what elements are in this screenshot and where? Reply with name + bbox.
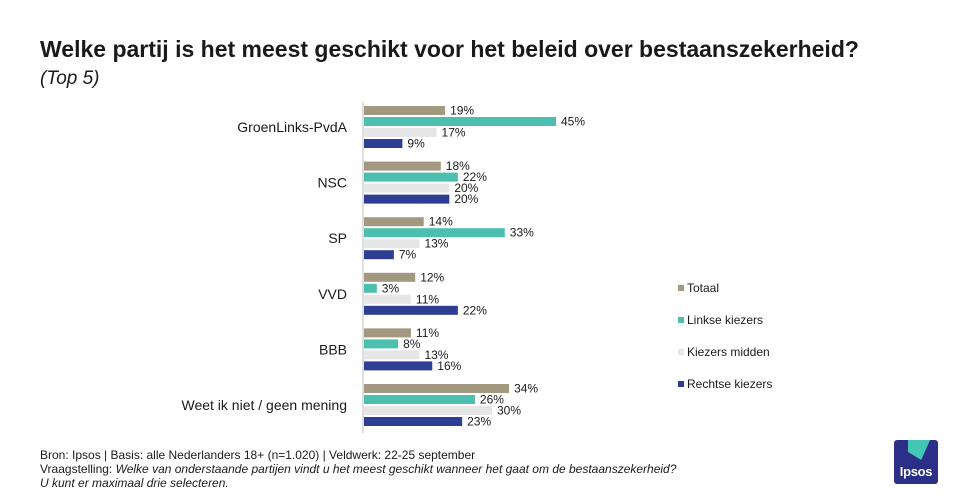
bar-rechtse-kiezers-weet-ik-niet-geen-mening (364, 417, 463, 426)
ipsos-logo: Ipsos (894, 440, 938, 484)
value-label-linkse-kiezers-sp: 33% (510, 226, 534, 240)
category-label-vvd: VVD (318, 286, 347, 302)
legend-swatch-totaal (678, 285, 684, 291)
legend-swatch-rechtse-kiezers (678, 381, 684, 387)
legend: Totaal Linkse kiezers Kiezers midden Rechts… (678, 281, 772, 391)
bar-kiezers-midden-groenlinks-pvda (364, 128, 437, 137)
value-label-totaal-nsc: 18% (446, 159, 470, 173)
footer: Bron: Ipsos | Basis: alle Nederlanders 1… (40, 448, 680, 490)
bar-totaal-weet-ik-niet-geen-mening (364, 384, 510, 393)
bar-totaal-bbb (364, 328, 411, 338)
value-label-linkse-kiezers-nsc: 22% (463, 170, 487, 184)
legend-label-linkse-kiezers: Linkse kiezers (687, 313, 763, 327)
logo-accent-shape (908, 440, 930, 460)
value-label-kiezers-midden-nsc: 20% (454, 181, 478, 195)
legend-swatch-kiezers-midden (678, 349, 684, 355)
value-label-totaal-bbb: 11% (416, 326, 439, 340)
value-label-kiezers-midden-vvd: 11% (416, 292, 439, 306)
category-labels: GroenLinks-PvdA NSC SP VVD BBB Weet ik niet /… (181, 119, 347, 413)
bar-totaal-nsc (364, 161, 441, 171)
bar-totaal-sp (364, 217, 424, 227)
value-label-rechtse-kiezers-groenlinks-pvda: 9% (407, 137, 425, 151)
value-label-kiezers-midden-weet-ik-niet-geen-mening: 30% (497, 404, 521, 418)
value-label-totaal-sp: 14% (429, 215, 453, 229)
value-label-kiezers-midden-bbb: 13% (424, 348, 448, 362)
bars (364, 106, 556, 426)
bar-rechtse-kiezers-bbb (364, 361, 433, 371)
value-label-totaal-weet-ik-niet-geen-mening: 34% (514, 382, 538, 396)
bar-linkse-kiezers-sp (364, 228, 505, 238)
question-text: Welke van onderstaande partijen vindt u … (40, 462, 677, 490)
category-label-sp: SP (328, 230, 347, 246)
value-label-kiezers-midden-sp: 13% (424, 237, 448, 251)
logo-text: Ipsos (899, 464, 933, 479)
category-label-bbb: BBB (319, 341, 347, 357)
value-label-rechtse-kiezers-sp: 7% (399, 248, 417, 262)
legend-label-rechtse-kiezers: Rechtse kiezers (687, 377, 772, 391)
value-labels: 19%45%17%9%18%22%20%20%14%33%13%7%12%3%1… (382, 104, 586, 429)
bar-kiezers-midden-vvd (364, 294, 411, 304)
question-note: Vraagstelling: Welke van onderstaande pa… (40, 462, 680, 490)
bar-kiezers-midden-nsc (364, 183, 450, 193)
bar-linkse-kiezers-groenlinks-pvda (364, 117, 556, 126)
bar-kiezers-midden-bbb (364, 350, 420, 360)
bar-kiezers-midden-sp (364, 239, 420, 249)
value-label-linkse-kiezers-bbb: 8% (403, 337, 421, 351)
source-note: Bron: Ipsos | Basis: alle Nederlanders 1… (40, 448, 476, 462)
bar-rechtse-kiezers-vvd (364, 305, 458, 315)
chart-title: Welke partij is het meest geschikt voor … (40, 36, 860, 92)
value-label-linkse-kiezers-groenlinks-pvda: 45% (561, 115, 585, 129)
bar-kiezers-midden-weet-ik-niet-geen-mening (364, 406, 492, 415)
value-label-rechtse-kiezers-weet-ik-niet-geen-mening: 23% (467, 415, 491, 429)
bar-linkse-kiezers-nsc (364, 172, 458, 182)
bar-linkse-kiezers-bbb (364, 339, 399, 349)
category-label-groenlinks-pvda: GroenLinks-PvdA (237, 119, 347, 135)
value-label-kiezers-midden-groenlinks-pvda: 17% (442, 126, 466, 140)
legend-label-kiezers-midden: Kiezers midden (687, 345, 770, 359)
bar-rechtse-kiezers-groenlinks-pvda (364, 139, 403, 148)
value-label-totaal-groenlinks-pvda: 19% (450, 104, 474, 118)
value-label-linkse-kiezers-weet-ik-niet-geen-mening: 26% (480, 393, 504, 407)
value-label-rechtse-kiezers-nsc: 20% (454, 192, 478, 206)
legend-swatch-linkse-kiezers (678, 317, 684, 323)
category-label-weet-ik-niet-geen-mening: Weet ik niet / geen mening (181, 397, 347, 413)
bar-linkse-kiezers-vvd (364, 283, 377, 293)
chart-title-main: Welke partij is het meest geschikt voor … (40, 36, 859, 62)
value-label-linkse-kiezers-vvd: 3% (382, 281, 400, 295)
bar-rechtse-kiezers-nsc (364, 194, 450, 204)
chart-title-suffix: (Top 5) (40, 68, 100, 89)
category-label-nsc: NSC (317, 175, 347, 191)
bar-rechtse-kiezers-sp (364, 250, 394, 260)
value-label-totaal-vvd: 12% (420, 270, 444, 284)
bar-totaal-vvd (364, 272, 416, 282)
bar-totaal-groenlinks-pvda (364, 106, 446, 115)
question-label: Vraagstelling: (40, 462, 116, 476)
legend-label-totaal: Totaal (687, 281, 719, 295)
value-label-rechtse-kiezers-bbb: 16% (437, 359, 461, 373)
value-label-rechtse-kiezers-vvd: 22% (463, 303, 487, 317)
bar-linkse-kiezers-weet-ik-niet-geen-mening (364, 395, 475, 404)
